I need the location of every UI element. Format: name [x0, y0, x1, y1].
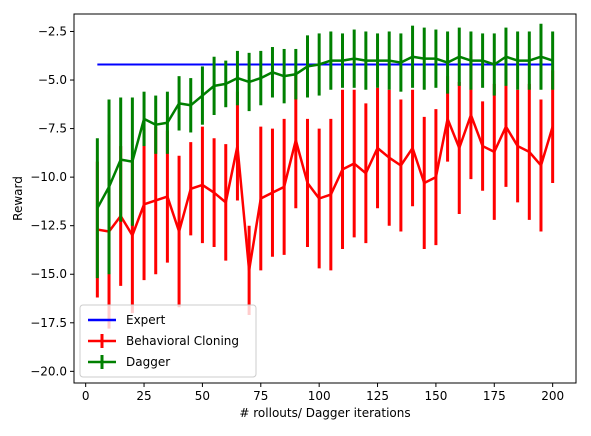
legend: Expert Behavioral Cloning Dagger [79, 304, 257, 378]
plot-area [95, 23, 555, 329]
x-tick-label: 150 [424, 389, 447, 403]
y-tick-label: −12.5 [30, 219, 67, 233]
series-dagger [95, 23, 555, 279]
y-tick-label: −17.5 [30, 316, 67, 330]
x-axis-label: # rollouts/ Dagger iterations [239, 406, 410, 420]
legend-label: Expert [126, 313, 166, 327]
x-tick-label: 175 [483, 389, 506, 403]
y-tick-label: −20.0 [30, 364, 67, 378]
y-tick-label: −15.0 [30, 267, 67, 281]
y-tick-label: −2.5 [38, 24, 67, 38]
legend-label: Dagger [126, 355, 170, 369]
x-tick-label: 75 [253, 389, 268, 403]
x-tick-label: 0 [82, 389, 90, 403]
legend-label: Behavioral Cloning [126, 334, 239, 348]
x-tick-label: 50 [195, 389, 210, 403]
series-behavioral-cloning [95, 50, 555, 329]
legend-item-expert: Expert [88, 313, 166, 327]
y-tick-label: −7.5 [38, 122, 67, 136]
legend-item-behavioral-cloning: Behavioral Cloning [88, 334, 239, 348]
legend-item-dagger: Dagger [88, 355, 170, 369]
axes-frame [73, 13, 577, 384]
x-tick-label: 200 [541, 389, 564, 403]
y-axis-ticks: −20.0 −17.5 −15.0 −12.5 −10.0 −7.5 −5.0 −2.5 [30, 24, 74, 378]
legend-box [79, 304, 257, 378]
x-axis-ticks: 0 25 50 75 100 125 150 175 200 [82, 383, 564, 403]
dagger-line [96, 55, 554, 209]
x-tick-label: 25 [136, 389, 151, 403]
x-tick-label: 125 [366, 389, 389, 403]
behavioral-cloning-line [97, 113, 554, 272]
y-tick-label: −5.0 [38, 73, 67, 87]
x-tick-label: 100 [308, 389, 331, 403]
y-tick-label: −10.0 [30, 170, 67, 184]
y-axis-label: Reward [11, 176, 25, 221]
